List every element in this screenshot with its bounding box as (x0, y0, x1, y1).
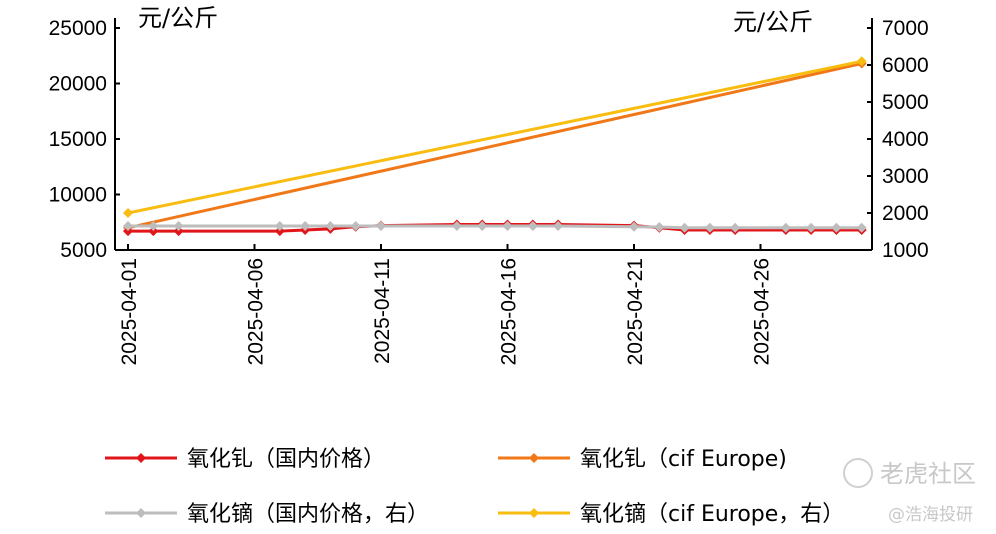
series-3 (123, 56, 867, 218)
data-point (451, 220, 462, 231)
right-tick-label: 1000 (882, 239, 929, 262)
watermark-logo-icon (843, 458, 873, 488)
data-point (300, 220, 311, 231)
legend-label: 氧化镝（cif Europe，右） (580, 502, 844, 527)
x-tick-label: 2025-04-26 (751, 258, 774, 365)
data-point (831, 222, 842, 233)
legend-item: 氧化钆（cif Europe) (498, 447, 787, 472)
data-point (148, 220, 159, 231)
data-point (553, 220, 564, 231)
data-point (148, 226, 159, 237)
x-tick-label: 2025-04-06 (245, 258, 268, 365)
data-point (173, 220, 184, 231)
right-axis-unit: 元/公斤 (733, 8, 813, 36)
data-point (477, 220, 488, 231)
legend-label: 氧化镝（国内价格，右） (187, 502, 429, 527)
legend-marker (136, 453, 146, 463)
data-point (502, 220, 513, 231)
series-line (127, 62, 863, 230)
data-point (679, 222, 690, 233)
left-tick-label: 15000 (49, 128, 107, 151)
legend-marker (529, 508, 539, 518)
legend-label: 氧化钆（国内价格） (187, 447, 385, 472)
data-point (123, 226, 133, 237)
legend: 氧化钆（国内价格） 氧化钆（cif Europe) 氧化镝（国内价格，右） 氧化镝（c… (105, 447, 844, 527)
data-point (527, 220, 538, 231)
series-line (127, 59, 863, 215)
left-tick-label: 25000 (49, 17, 107, 40)
left-tick-label: 5000 (60, 239, 107, 262)
right-tick-label: 3000 (882, 165, 929, 188)
legend-marker (529, 453, 539, 463)
data-point (704, 222, 715, 233)
left-tick-label: 20000 (49, 73, 107, 96)
legend-item: 氧化镝（cif Europe，右） (498, 502, 844, 527)
data-point (325, 220, 336, 231)
data-point (123, 208, 133, 218)
series-2 (123, 220, 867, 233)
left-tick-label: 10000 (49, 184, 107, 207)
data-point (654, 222, 665, 233)
series-line (128, 224, 862, 230)
x-tick-label: 2025-04-21 (624, 258, 647, 365)
data-point (350, 220, 361, 231)
data-point (123, 220, 133, 231)
watermark: 老虎社区 @浩海投研 (843, 458, 976, 525)
data-point (274, 220, 285, 231)
x-tick-label: 2025-04-01 (118, 258, 141, 365)
data-point (629, 221, 639, 232)
right-tick-label: 6000 (882, 54, 929, 77)
watermark-handle: @浩海投研 (888, 505, 973, 525)
legend-item: 氧化镝（国内价格，右） (105, 502, 429, 527)
data-point (274, 226, 285, 237)
left-axis-unit: 元/公斤 (138, 4, 218, 32)
right-tick-label: 5000 (882, 91, 929, 114)
data-point (376, 220, 386, 231)
legend-marker (136, 508, 146, 518)
right-tick-label: 4000 (882, 128, 929, 151)
x-tick-label: 2025-04-16 (498, 258, 521, 365)
right-tick-label: 7000 (882, 17, 929, 40)
data-point (173, 226, 184, 237)
watermark-logo-text: 老虎社区 (880, 460, 976, 488)
data-point (806, 222, 817, 233)
x-tick-label: 2025-04-11 (371, 258, 394, 364)
right-tick-label: 2000 (882, 202, 929, 225)
legend-item: 氧化钆（国内价格） (105, 447, 385, 472)
data-point (856, 222, 867, 233)
data-point (730, 222, 741, 233)
axes: 25000 20000 15000 10000 5000 7000 6000 5000 4000… (49, 17, 929, 365)
data-point (856, 56, 867, 67)
legend-label: 氧化钆（cif Europe) (580, 447, 787, 472)
series-lines (123, 56, 867, 237)
data-point (780, 222, 791, 233)
